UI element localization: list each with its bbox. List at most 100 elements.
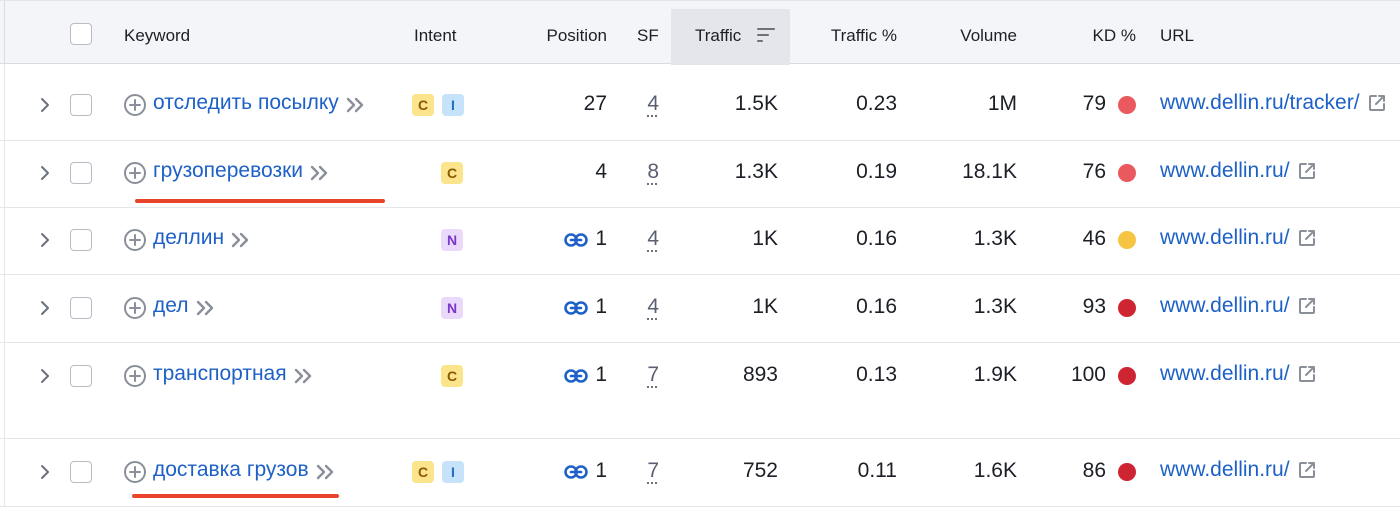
plus-circle-icon[interactable]: [123, 228, 147, 252]
double-chevron-icon[interactable]: [230, 230, 252, 248]
table-row[interactable]: грузоперевозки C 4 8 1.3K 0.19 18.1K 76 www.dell…: [0, 141, 1400, 208]
row-checkbox[interactable]: [70, 297, 92, 319]
link-icon: [564, 369, 588, 383]
url-text[interactable]: www.dellin.ru/: [1160, 159, 1290, 182]
chevron-right-icon[interactable]: [39, 232, 51, 248]
sf-value[interactable]: 7: [647, 363, 659, 386]
url-text[interactable]: www.dellin.ru/: [1160, 226, 1290, 249]
plus-circle-icon[interactable]: [123, 161, 147, 185]
external-link-icon[interactable]: [1367, 93, 1387, 113]
external-link-icon[interactable]: [1297, 460, 1317, 480]
position-value: 1: [595, 227, 607, 250]
volume-value: 1M: [987, 92, 1017, 115]
sf-value[interactable]: 7: [647, 459, 659, 482]
column-header-url[interactable]: URL: [1160, 26, 1195, 45]
double-chevron-icon[interactable]: [309, 163, 331, 181]
plus-circle-icon[interactable]: [123, 296, 147, 320]
keyword-link[interactable]: доставка грузов: [153, 458, 337, 482]
traffic-percent-value: 0.16: [856, 227, 897, 250]
double-chevron-icon[interactable]: [195, 298, 217, 316]
column-header-volume[interactable]: Volume: [960, 26, 1017, 45]
column-header-sf[interactable]: SF: [637, 26, 659, 45]
plus-circle-icon[interactable]: [123, 364, 147, 388]
annotation-underline: [132, 494, 339, 498]
traffic-value: 752: [742, 459, 778, 482]
position-value: 1: [595, 459, 607, 482]
intent-badge-c: C: [412, 461, 434, 483]
table-row[interactable]: деллин N 1 4 1K 0.16 1.3K 46 www.dellin.ru/: [0, 208, 1400, 275]
double-chevron-icon[interactable]: [293, 366, 315, 384]
column-header-traffic-active[interactable]: [671, 9, 790, 65]
chevron-right-icon[interactable]: [39, 165, 51, 181]
sf-value[interactable]: 4: [647, 227, 659, 250]
keyword-text[interactable]: деллин: [153, 226, 225, 249]
url-link[interactable]: www.dellin.ru/tracker/: [1160, 91, 1387, 115]
traffic-value: 893: [742, 363, 778, 386]
volume-value: 1.3K: [973, 227, 1017, 250]
keyword-text[interactable]: дел: [153, 294, 189, 317]
column-header-keyword[interactable]: Keyword: [124, 26, 191, 45]
url-text[interactable]: www.dellin.ru/: [1160, 458, 1290, 481]
divider: [4, 275, 5, 342]
url-link[interactable]: www.dellin.ru/: [1160, 294, 1317, 318]
kd-value: 86: [1082, 459, 1106, 482]
table-row[interactable]: транспортная C 1 7 893 0.13 1.9K 100 www.dellin.…: [0, 343, 1400, 439]
url-text[interactable]: www.dellin.ru/: [1160, 294, 1290, 317]
keyword-text[interactable]: грузоперевозки: [153, 159, 303, 182]
volume-value: 18.1K: [962, 160, 1017, 183]
sf-value[interactable]: 4: [647, 295, 659, 318]
intent-badge-c: C: [441, 162, 463, 184]
keyword-link[interactable]: транспортная: [153, 362, 315, 386]
url-link[interactable]: www.dellin.ru/: [1160, 226, 1317, 250]
column-header-intent[interactable]: Intent: [414, 26, 457, 45]
url-text[interactable]: www.dellin.ru/tracker/: [1160, 91, 1360, 114]
chevron-right-icon[interactable]: [39, 464, 51, 480]
column-header-traffic[interactable]: Traffic: [695, 26, 742, 45]
kd-difficulty-dot: [1118, 231, 1136, 249]
external-link-icon[interactable]: [1297, 296, 1317, 316]
volume-value: 1.3K: [973, 295, 1017, 318]
kd-difficulty-dot: [1118, 367, 1136, 385]
row-checkbox[interactable]: [70, 162, 92, 184]
sf-value[interactable]: 4: [647, 92, 659, 115]
url-link[interactable]: www.dellin.ru/: [1160, 458, 1317, 482]
table-row[interactable]: дел N 1 4 1K 0.16 1.3K 93 www.dellin.ru/: [0, 275, 1400, 343]
plus-circle-icon[interactable]: [123, 93, 147, 117]
double-chevron-icon[interactable]: [345, 95, 367, 113]
keyword-text[interactable]: доставка грузов: [153, 458, 309, 481]
volume-value: 1.6K: [973, 459, 1017, 482]
keyword-link[interactable]: деллин: [153, 226, 252, 250]
keyword-text[interactable]: отследить посылку: [153, 91, 339, 114]
column-header-traffic-percent[interactable]: Traffic %: [830, 26, 897, 45]
table-row[interactable]: отследить посылку C I 27 4 1.5K 0.23 1M 79 www.de…: [0, 64, 1400, 141]
keyword-text[interactable]: транспортная: [153, 362, 287, 385]
sf-value[interactable]: 8: [647, 160, 659, 183]
row-checkbox[interactable]: [70, 229, 92, 251]
plus-circle-icon[interactable]: [123, 460, 147, 484]
traffic-value: 1K: [752, 295, 778, 318]
keyword-link[interactable]: отследить посылку: [153, 91, 367, 115]
row-checkbox[interactable]: [70, 94, 92, 116]
keyword-link[interactable]: дел: [153, 294, 217, 318]
external-link-icon[interactable]: [1297, 161, 1317, 181]
chevron-right-icon[interactable]: [39, 300, 51, 316]
external-link-icon[interactable]: [1297, 364, 1317, 384]
select-all-checkbox[interactable]: [70, 23, 92, 45]
chevron-right-icon[interactable]: [39, 97, 51, 113]
url-link[interactable]: www.dellin.ru/: [1160, 362, 1317, 386]
row-checkbox[interactable]: [70, 365, 92, 387]
url-text[interactable]: www.dellin.ru/: [1160, 362, 1290, 385]
row-checkbox[interactable]: [70, 461, 92, 483]
external-link-icon[interactable]: [1297, 228, 1317, 248]
intent-badge-i: I: [442, 94, 464, 116]
double-chevron-icon[interactable]: [315, 462, 337, 480]
url-link[interactable]: www.dellin.ru/: [1160, 159, 1317, 183]
chevron-right-icon[interactable]: [39, 368, 51, 384]
column-header-kd[interactable]: KD %: [1092, 26, 1136, 45]
divider: [4, 141, 5, 207]
table-row[interactable]: доставка грузов C I 1 7 752 0.11 1.6K 86 www.dell…: [0, 439, 1400, 507]
volume-value: 1.9K: [973, 363, 1017, 386]
column-header-position[interactable]: Position: [546, 26, 607, 45]
keyword-link[interactable]: грузоперевозки: [153, 159, 331, 183]
sort-descending-icon[interactable]: [757, 28, 775, 42]
